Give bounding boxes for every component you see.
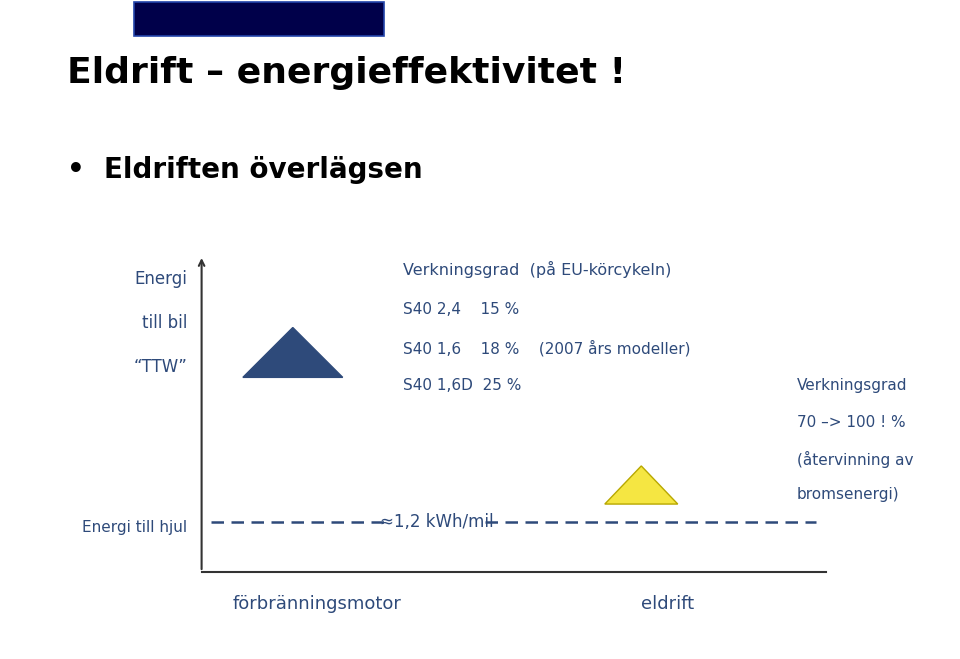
Text: Eldrift – energieffektivitet !: Eldrift – energieffektivitet ! (67, 56, 626, 90)
Text: •  Eldriften överlägsen: • Eldriften överlägsen (67, 156, 422, 183)
Polygon shape (243, 328, 343, 378)
Text: S40 1,6D  25 %: S40 1,6D 25 % (403, 378, 521, 393)
Text: Bild 9: Bild 9 (907, 635, 943, 648)
Text: CHALMERS: CHALMERS (17, 10, 120, 28)
Polygon shape (605, 466, 678, 504)
Text: Verkningsgrad: Verkningsgrad (797, 378, 907, 393)
Text: Sten Karlsson,  Forskningsarena,   Katrineholm, 26-27 aug 2009: Sten Karlsson, Forskningsarena, Katrineh… (17, 635, 417, 648)
Text: S40 1,6    18 %    (2007 års modeller): S40 1,6 18 % (2007 års modeller) (403, 340, 690, 357)
Text: till bil: till bil (142, 314, 187, 332)
Text: (återvinning av: (återvinning av (797, 451, 913, 468)
Text: “TTW”: “TTW” (133, 358, 187, 376)
Text: Energi: Energi (134, 270, 187, 288)
Text: Verkningsgrad  (på EU-körcykeln): Verkningsgrad (på EU-körcykeln) (403, 261, 672, 278)
Text: Energi till hjul: Energi till hjul (82, 521, 187, 536)
Text: ≈1,2 kWh/mil: ≈1,2 kWh/mil (380, 513, 493, 531)
Text: eldrift: eldrift (640, 596, 694, 614)
Text: S40 2,4    15 %: S40 2,4 15 % (403, 302, 519, 317)
Text: bromsenergi): bromsenergi) (797, 488, 900, 503)
Text: 70 –> 100 ! %: 70 –> 100 ! % (797, 415, 905, 430)
Text: förbränningsmotor: förbränningsmotor (232, 596, 401, 614)
Bar (134, 2, 384, 36)
